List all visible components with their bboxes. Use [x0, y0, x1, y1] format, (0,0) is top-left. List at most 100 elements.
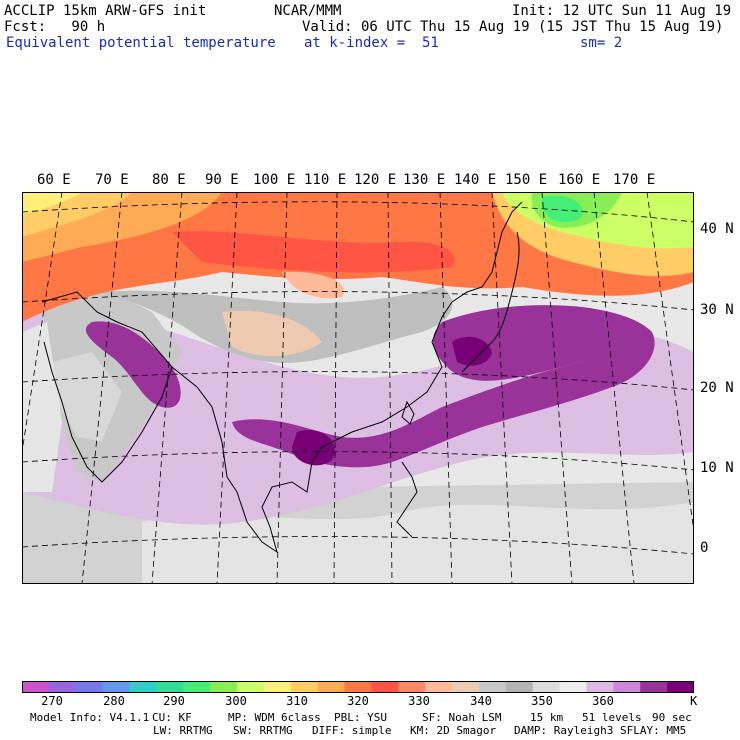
colorbar-tick: 360 [592, 694, 614, 708]
colorbar-swatch [48, 681, 77, 693]
colorbar-swatch [129, 681, 157, 693]
korea-coast [451, 201, 523, 303]
monsoon-core [292, 430, 335, 466]
colorbar-swatch [290, 681, 318, 693]
map-frame [22, 192, 694, 584]
colorbar-tick: 340 [470, 694, 492, 708]
lon-label: 100 E [253, 172, 296, 188]
colorbar-swatch [586, 681, 614, 693]
india-interior [52, 352, 122, 442]
lat-label: 20 N [700, 380, 734, 396]
china-tan [222, 310, 322, 357]
lon-label: 60 E [37, 172, 71, 188]
colorbar-swatch [613, 681, 641, 693]
diff-scheme: DIFF: simple [312, 724, 392, 737]
lat-label: 30 N [700, 302, 734, 318]
okhotsk-green-core [542, 195, 583, 223]
smoothing: sm= 2 [580, 35, 623, 51]
colorbar [22, 681, 694, 693]
lw-scheme: LW: RRTMG [153, 724, 213, 737]
colorbar-swatch [210, 681, 238, 693]
colorbar-swatch [237, 681, 265, 693]
south-ocean-light [142, 502, 694, 584]
pbl-scheme: PBL: YSU [334, 711, 387, 724]
colorbar-swatch [102, 681, 130, 693]
monsoon-trough [232, 332, 655, 468]
damp-scheme: DAMP: Rayleigh3 [514, 724, 614, 737]
arabian-sea [22, 322, 62, 492]
lon-label: 160 E [558, 172, 601, 188]
colorbar-swatch [667, 681, 694, 693]
colorbar-swatch [425, 681, 453, 693]
colorbar-swatch [505, 681, 534, 693]
china-peach [282, 271, 344, 299]
cu-scheme: CU: KF [152, 711, 192, 724]
mongolia-red [172, 231, 455, 273]
lon-label: 80 E [152, 172, 186, 188]
resolution: 15 km [530, 711, 564, 724]
lon-label: 150 E [505, 172, 548, 188]
sf-scheme: SF: Noah LSM [422, 711, 502, 724]
colorbar-tick: 350 [531, 694, 553, 708]
colorbar-swatch [532, 681, 560, 693]
sflay-scheme: SFLAY: MM5 [620, 724, 687, 737]
colorbar-swatch [398, 681, 426, 693]
valid-time: Valid: 06 UTC Thu 15 Aug 19 (15 JST Thu … [302, 19, 724, 35]
colorbar-swatch [183, 681, 211, 693]
forecast-hour: Fcst: 90 h [4, 19, 106, 35]
vertical-levels: 51 levels [582, 711, 642, 724]
colorbar-tick: 270 [41, 694, 63, 708]
equivalent-potential-temperature-map [22, 192, 694, 584]
colorbar-swatch [371, 681, 399, 693]
init-time: Init: 12 UTC Sun 11 Aug 19 [512, 3, 732, 19]
colorbar-tick: 280 [103, 694, 125, 708]
lat-label: 40 N [700, 221, 734, 237]
lon-label: 140 E [454, 172, 497, 188]
colorbar-swatch [156, 681, 184, 693]
colorbar-swatch [640, 681, 668, 693]
level-index: at k-index = 51 [304, 35, 439, 51]
colorbar-tick: 330 [408, 694, 430, 708]
central-asia-light [22, 192, 82, 214]
colorbar-swatch [22, 681, 50, 693]
colorbar-tick: 300 [225, 694, 247, 708]
colorbar-swatch [317, 681, 345, 693]
colorbar-swatch [452, 681, 480, 693]
colorbar-swatch [344, 681, 372, 693]
myanmar-coast [171, 366, 238, 493]
model-title: ACCLIP 15km ARW-GFS init [4, 3, 207, 19]
lon-label: 110 E [304, 172, 347, 188]
colorbar-tick: 310 [286, 694, 308, 708]
lon-label: 90 E [205, 172, 239, 188]
sw-scheme: SW: RRTMG [233, 724, 293, 737]
monsoon-core [452, 336, 492, 366]
lat-label: 10 N [700, 460, 734, 476]
colorbar-swatch [75, 681, 103, 693]
lon-label: 130 E [403, 172, 446, 188]
colorbar-unit: K [690, 694, 698, 708]
colorbar-tick: 290 [163, 694, 185, 708]
time-step: 90 sec [652, 711, 692, 724]
lon-label: 120 E [354, 172, 397, 188]
taiwan-coast [401, 400, 415, 425]
lon-label: 70 E [95, 172, 129, 188]
coastlines [41, 201, 523, 554]
colorbar-tick: 320 [347, 694, 369, 708]
se-asia-china-coast [236, 301, 453, 554]
monsoon-pacific [432, 305, 652, 381]
model-info: Model Info: V4.1.1 [30, 711, 150, 724]
lat-label: 0 [700, 540, 709, 556]
colorbar-swatch [263, 681, 292, 693]
japan-coast [461, 231, 520, 373]
india-coast [41, 291, 173, 483]
lon-label: 170 E [613, 172, 656, 188]
km-scheme: KM: 2D Smagor [410, 724, 497, 737]
colorbar-frame [22, 681, 694, 693]
philippines-coast [396, 461, 418, 538]
colorbar-swatch [559, 681, 587, 693]
field-name: Equivalent potential temperature [6, 35, 276, 51]
monsoon-bangladesh [85, 321, 181, 408]
colorbar-swatch [478, 681, 507, 693]
organization: NCAR/MMM [274, 3, 342, 19]
mp-scheme: MP: WDM 6class [228, 711, 321, 724]
